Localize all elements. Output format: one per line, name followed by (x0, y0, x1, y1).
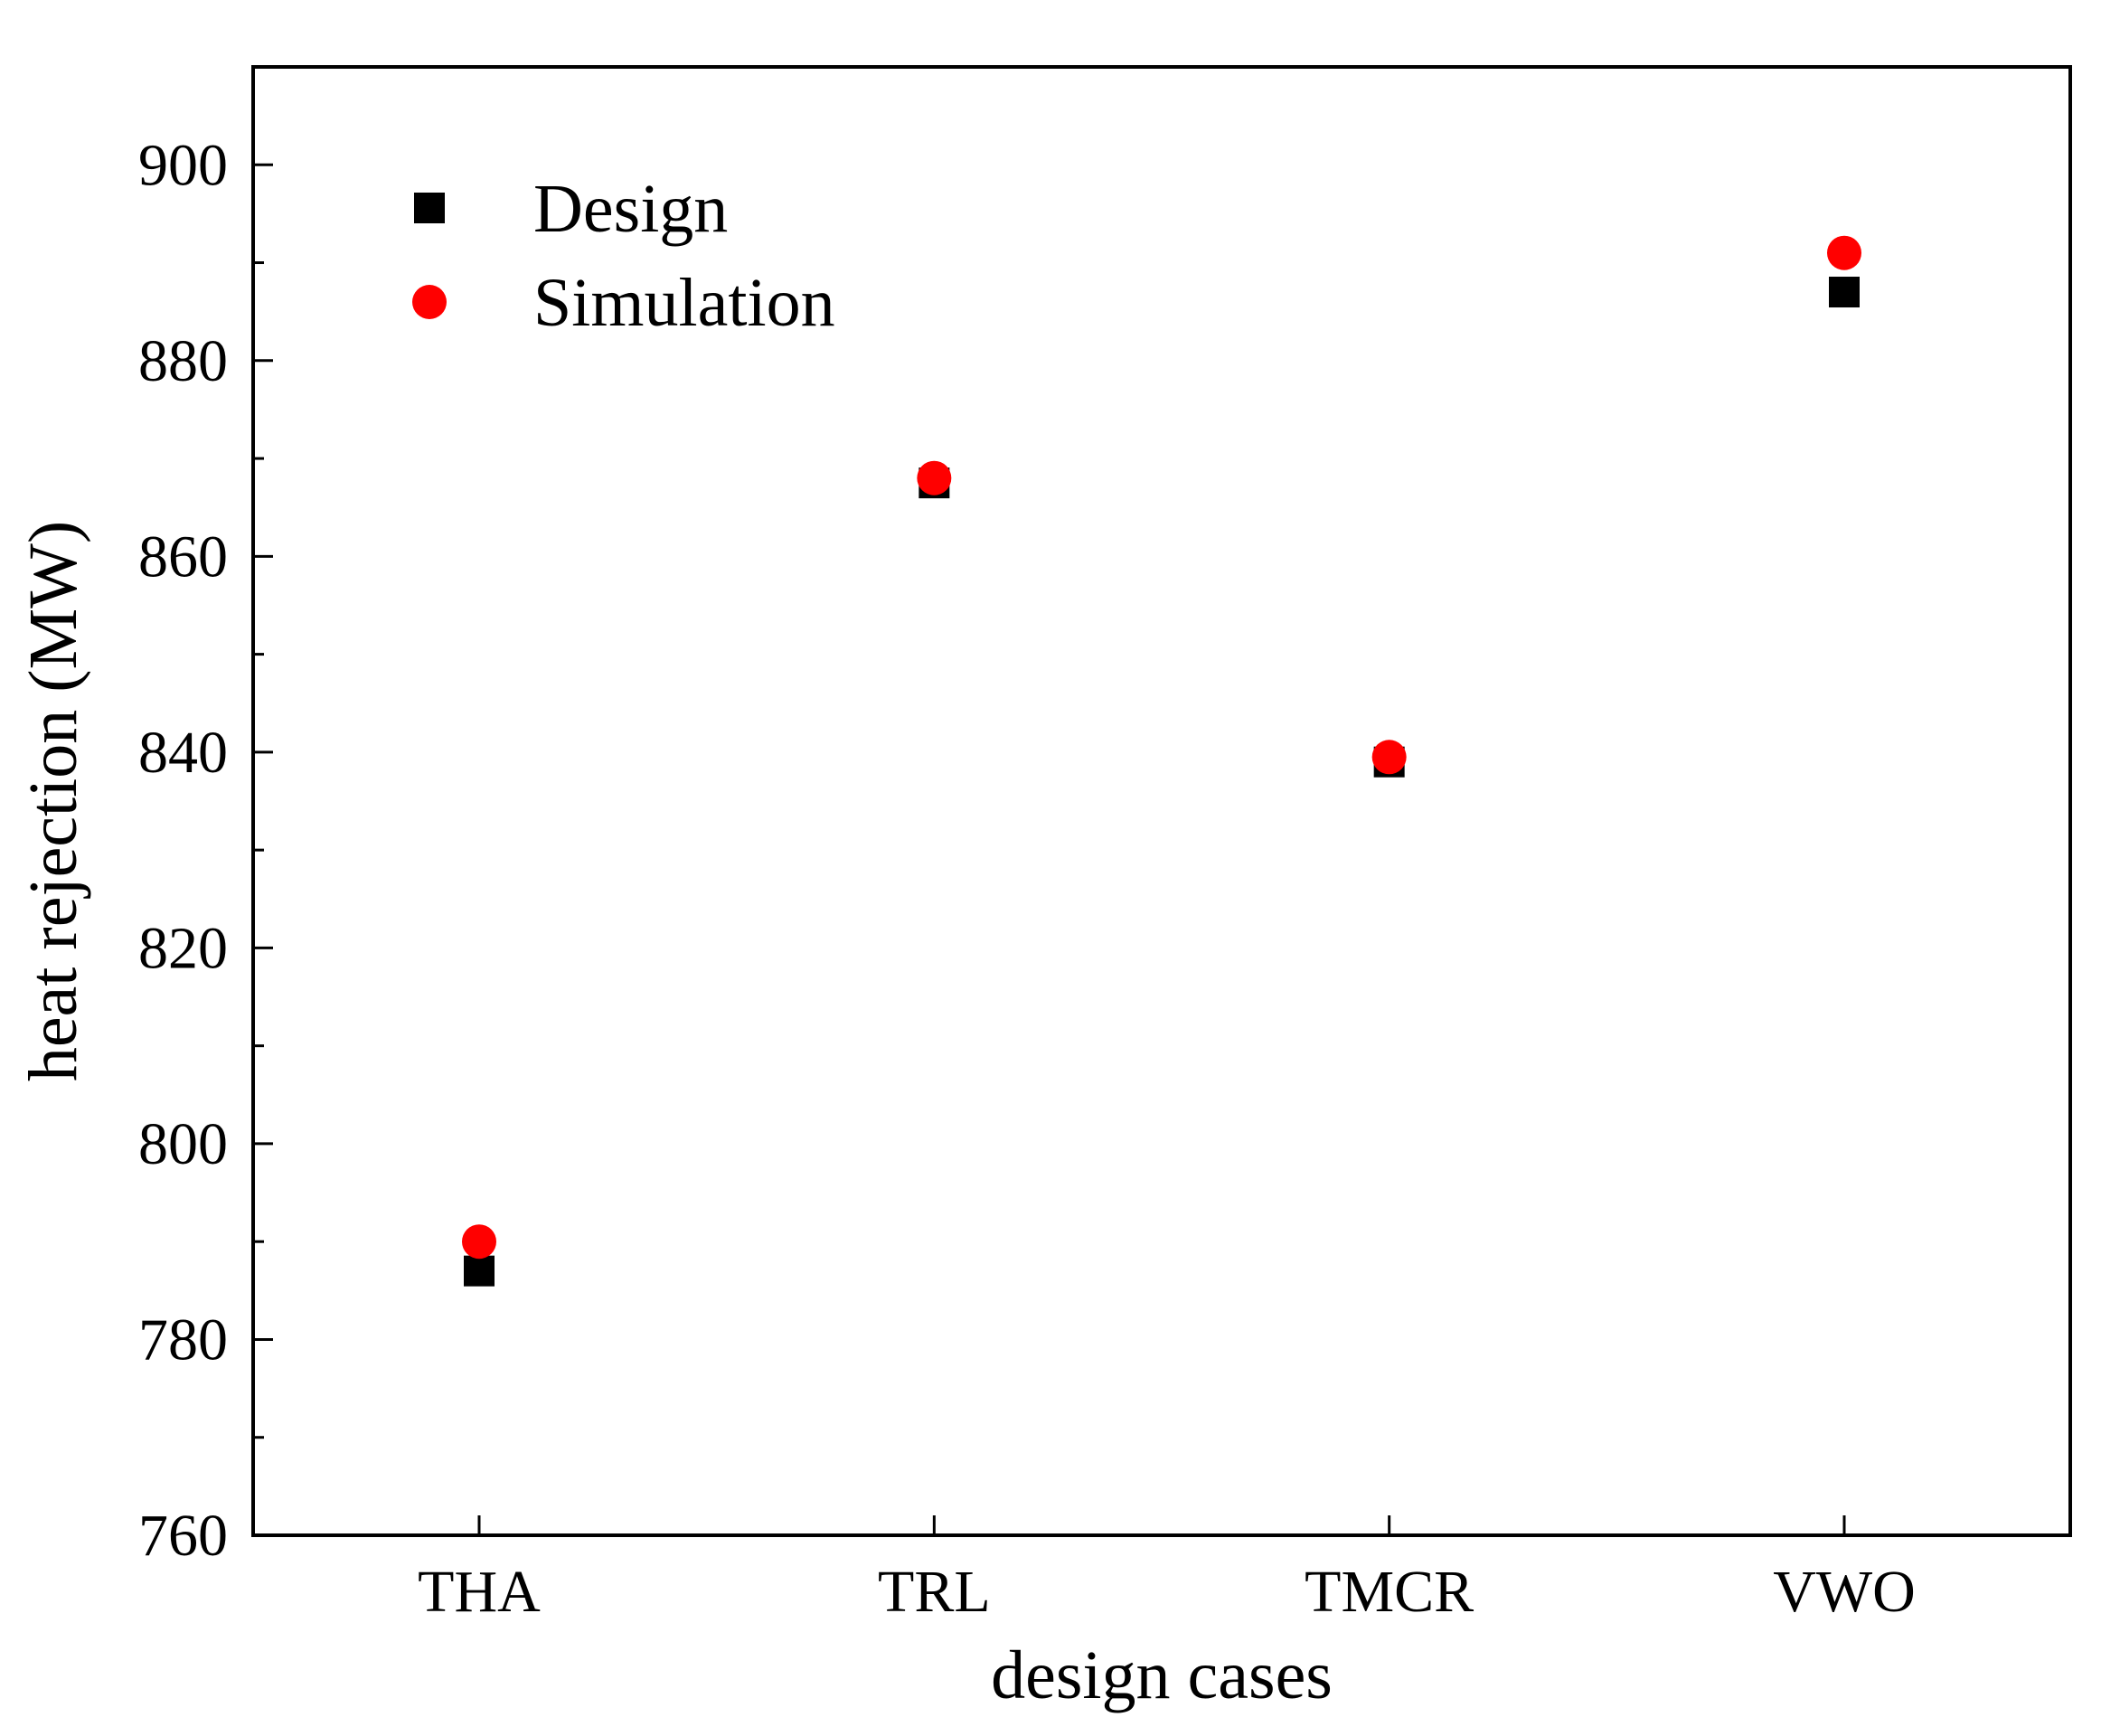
simulation-point-tmcr (1371, 740, 1407, 775)
design-point-tha (464, 1255, 495, 1287)
legend: Design Simulation (412, 171, 835, 341)
plot-frame (251, 65, 2072, 1537)
design-point-vwo (1829, 277, 1860, 308)
legend-label-simulation: Simulation (533, 265, 835, 341)
x-tick-label-tmcr: TMCR (1305, 1559, 1474, 1625)
x-tick-label-trl: TRL (878, 1559, 991, 1625)
x-tick-label-vwo: VWO (1773, 1559, 1916, 1625)
y-tick-label: 800 (138, 1111, 228, 1177)
y-tick-label: 900 (138, 132, 228, 198)
y-tick-label: 780 (138, 1307, 228, 1373)
y-tick-label: 840 (138, 720, 228, 786)
simulation-point-tha (462, 1224, 496, 1260)
simulation-point-vwo (1827, 235, 1861, 270)
y-axis-ticks: 760 780 800 820 840 860 880 900 (138, 65, 273, 1569)
y-axis-title: heat rejection (MW) (15, 521, 91, 1081)
simulation-point-trl (917, 460, 952, 495)
y-tick-label: 760 (138, 1503, 228, 1569)
legend-marker-design (414, 193, 445, 223)
plot-area (251, 65, 2072, 1537)
x-axis-ticks: THA TRL TMCR VWO (418, 1515, 1916, 1625)
y-tick-label: 860 (138, 524, 228, 590)
legend-marker-simulation (412, 285, 447, 319)
legend-label-design: Design (533, 171, 728, 247)
y-tick-label: 880 (138, 328, 228, 394)
x-tick-label-tha: THA (418, 1559, 541, 1625)
y-tick-label: 820 (138, 915, 228, 981)
data-markers (462, 235, 1861, 1287)
x-axis-title: design cases (991, 1637, 1333, 1713)
